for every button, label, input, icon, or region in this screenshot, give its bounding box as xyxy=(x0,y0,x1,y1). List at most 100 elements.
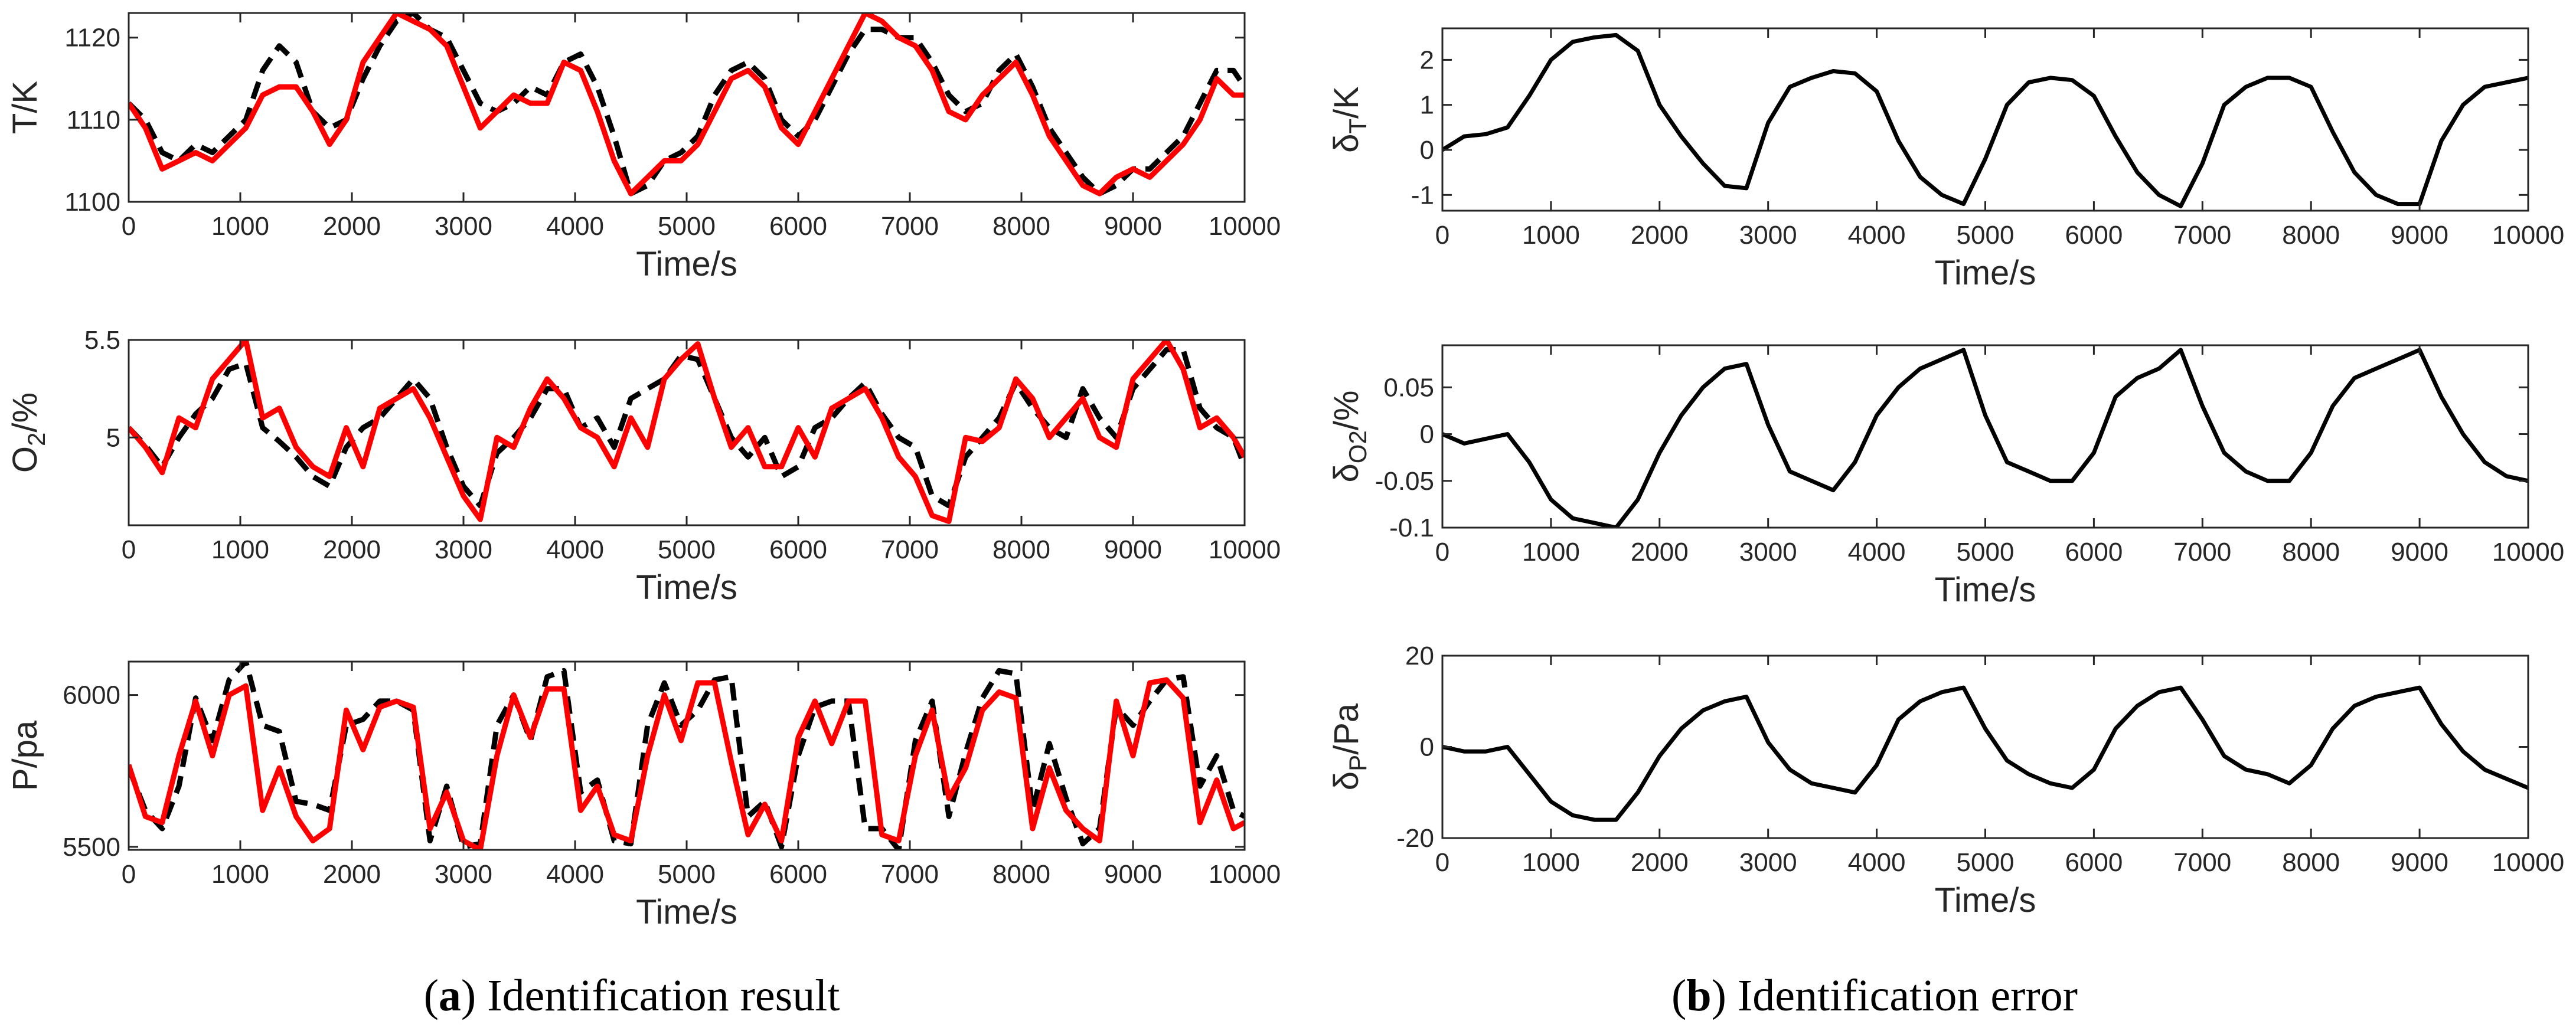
x-tick-label: 0 xyxy=(122,535,136,564)
y-tick-label: 0 xyxy=(1420,420,1434,449)
x-tick-label: 4000 xyxy=(1848,538,1906,567)
x-tick-label: 10000 xyxy=(2492,538,2564,567)
axes-frame-b3 xyxy=(1441,655,2529,839)
x-tick-label: 10000 xyxy=(1209,212,1281,241)
x-tick-label: 8000 xyxy=(2282,538,2340,567)
y-tick-label: 0 xyxy=(1420,733,1434,762)
x-tick-label: 2000 xyxy=(323,535,381,564)
x-tick-label: 9000 xyxy=(2391,848,2448,877)
x-tick-label: 5000 xyxy=(1957,848,2015,877)
y-tick-label: -0.05 xyxy=(1375,467,1434,496)
y-tick-label: -0.1 xyxy=(1389,513,1434,542)
y-tick-label: -1 xyxy=(1411,181,1434,210)
y-axis-label: O2/% xyxy=(6,392,50,473)
x-tick-label: 6000 xyxy=(769,212,827,241)
x-tick-label: 7000 xyxy=(881,212,939,241)
x-tick-label: 0 xyxy=(1435,848,1449,877)
y-tick-label: -20 xyxy=(1396,824,1434,853)
x-tick-label: 0 xyxy=(122,860,136,889)
x-tick-label: 2000 xyxy=(323,860,381,889)
y-tick-label: 5.5 xyxy=(84,326,120,355)
y-tick-label: 1100 xyxy=(64,188,120,217)
caption-a: (a) Identification result xyxy=(424,971,840,1020)
x-tick-label: 8000 xyxy=(2282,848,2340,877)
x-tick-label: 7000 xyxy=(2173,221,2231,250)
y-axis-label: δP/Pa xyxy=(1327,703,1372,790)
x-tick-label: 7000 xyxy=(2173,538,2231,567)
y-tick-label: 1120 xyxy=(64,24,120,53)
x-tick-label: 10000 xyxy=(2492,848,2564,877)
caption-b: (b) Identification error xyxy=(1671,971,2078,1020)
y-tick-label: 20 xyxy=(1405,642,1434,670)
axes-frame-a2 xyxy=(128,339,1246,526)
x-tick-label: 8000 xyxy=(992,535,1050,564)
x-tick-label: 3000 xyxy=(435,860,492,889)
x-axis-label: Time/s xyxy=(636,568,737,607)
y-tick-label: 0.05 xyxy=(1383,373,1434,402)
x-tick-label: 5000 xyxy=(1957,221,2015,250)
x-tick-label: 2000 xyxy=(1631,848,1689,877)
x-tick-label: 0 xyxy=(122,212,136,241)
x-tick-label: 1000 xyxy=(1522,221,1580,250)
x-tick-label: 4000 xyxy=(1848,848,1906,877)
x-tick-label: 8000 xyxy=(992,860,1050,889)
x-tick-label: 9000 xyxy=(2391,221,2448,250)
caption-a-text: Identification result xyxy=(476,971,840,1020)
x-tick-label: 6000 xyxy=(2065,221,2123,250)
series-a3-solid-red xyxy=(129,677,1245,850)
x-tick-label: 4000 xyxy=(546,860,604,889)
x-axis-label: Time/s xyxy=(636,245,737,283)
y-tick-label: 0 xyxy=(1420,136,1434,165)
y-axis-label: δT/K xyxy=(1327,86,1372,153)
x-tick-label: 4000 xyxy=(546,212,604,241)
y-tick-label: 1 xyxy=(1420,91,1434,120)
x-tick-label: 7000 xyxy=(881,860,939,889)
x-tick-label: 10000 xyxy=(1209,535,1281,564)
x-axis-label: Time/s xyxy=(1935,254,2036,292)
x-tick-label: 9000 xyxy=(1104,860,1162,889)
x-tick-label: 3000 xyxy=(1739,538,1797,567)
x-tick-label: 9000 xyxy=(1104,535,1162,564)
x-tick-label: 1000 xyxy=(211,860,269,889)
x-tick-label: 6000 xyxy=(769,860,827,889)
x-tick-label: 10000 xyxy=(2492,221,2564,250)
x-tick-label: 2000 xyxy=(323,212,381,241)
y-tick-label: 2 xyxy=(1420,45,1434,74)
y-axis-label: T/K xyxy=(6,81,44,135)
x-tick-label: 2000 xyxy=(1631,538,1689,567)
x-axis-label: Time/s xyxy=(1935,571,2036,609)
y-tick-label: 5 xyxy=(106,423,120,452)
x-tick-label: 6000 xyxy=(769,535,827,564)
x-axis-label: Time/s xyxy=(636,893,737,931)
x-tick-label: 8000 xyxy=(992,212,1050,241)
x-tick-label: 0 xyxy=(1435,538,1449,567)
x-tick-label: 1000 xyxy=(1522,848,1580,877)
x-tick-label: 6000 xyxy=(2065,538,2123,567)
caption-a-letter: a xyxy=(439,971,461,1020)
series-b2-solid-black xyxy=(1442,348,2528,528)
panel-b3: 0 1000 2000 3000 4000 5000 6000 7000 8000 9000 100… xyxy=(1327,642,2564,920)
x-tick-label: 3000 xyxy=(1739,221,1797,250)
x-tick-label: 4000 xyxy=(546,535,604,564)
series-a1-dashed-black xyxy=(129,13,1245,197)
x-tick-label: 5000 xyxy=(658,860,716,889)
panel-b2: 0 1000 2000 3000 4000 5000 6000 7000 8000 9000 100… xyxy=(1327,344,2564,609)
x-tick-label: 5000 xyxy=(1957,538,2015,567)
y-axis-label: P/pa xyxy=(6,720,44,791)
x-tick-label: 9000 xyxy=(2391,538,2448,567)
y-tick-label: 5500 xyxy=(63,833,120,862)
panel-b1: 0 1000 2000 3000 4000 5000 6000 7000 8000 9000 100… xyxy=(1327,27,2564,292)
x-tick-label: 5000 xyxy=(658,212,716,241)
x-tick-label: 9000 xyxy=(1104,212,1162,241)
x-tick-label: 1000 xyxy=(1522,538,1580,567)
x-tick-label: 3000 xyxy=(435,535,492,564)
series-b3-solid-black xyxy=(1442,685,2528,822)
x-tick-label: 7000 xyxy=(2173,848,2231,877)
caption-b-text: Identification error xyxy=(1726,971,2078,1020)
y-axis-label: δO2/% xyxy=(1327,390,1372,482)
panel-a3: 0 1000 2000 3000 4000 5000 6000 7000 8000 9000 100… xyxy=(6,660,1281,931)
x-tick-label: 10000 xyxy=(1209,860,1281,889)
x-tick-label: 0 xyxy=(1435,221,1449,250)
x-axis-label: Time/s xyxy=(1935,881,2036,920)
